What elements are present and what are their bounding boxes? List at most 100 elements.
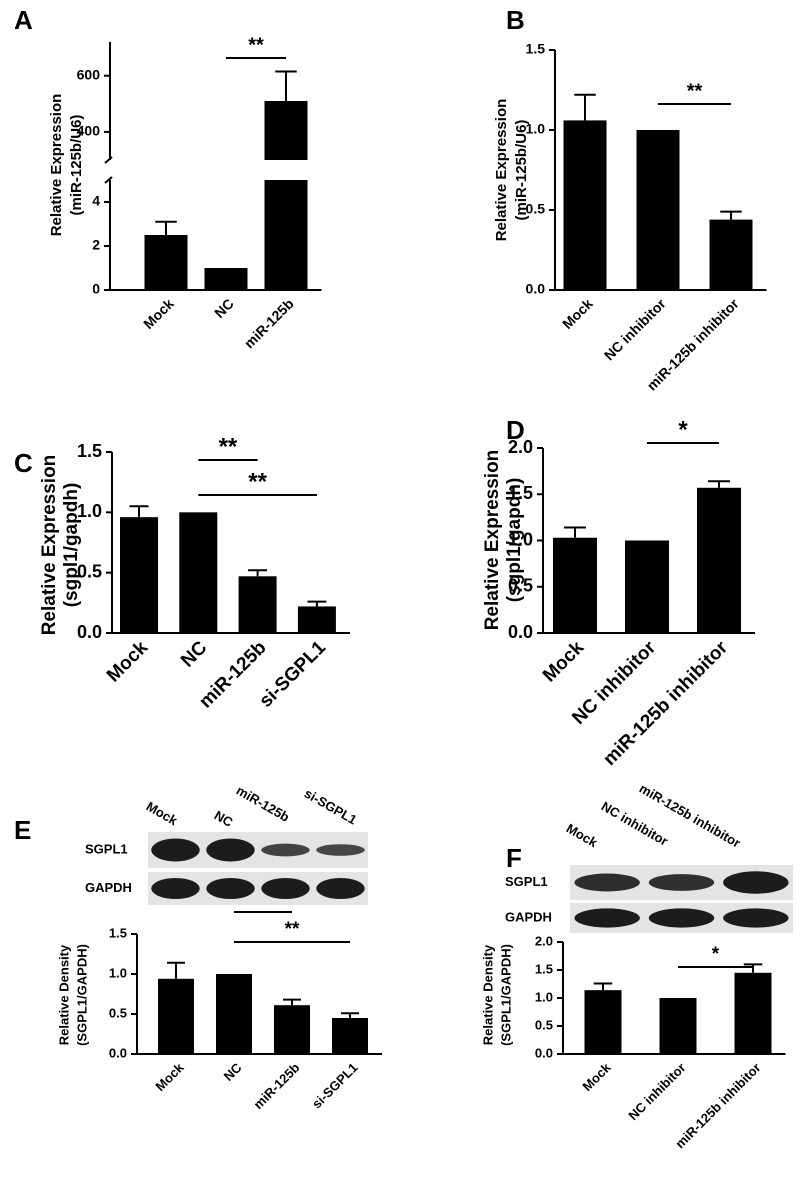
y-tick-label: 0.5: [109, 1005, 127, 1020]
blot-band: [574, 908, 640, 928]
significance-label: *: [678, 416, 688, 443]
x-tick-label: miR-125b inhibitor: [672, 1060, 763, 1151]
bar: [584, 990, 622, 1054]
bar: [158, 978, 194, 1054]
blot-band: [206, 838, 255, 862]
y-axis-label: Relative Expression: [48, 94, 65, 237]
y-axis-label: Relative Expression: [493, 99, 510, 242]
bar: [734, 972, 772, 1054]
bar: [264, 180, 308, 290]
blot-row-label: SGPL1: [85, 841, 128, 856]
y-axis-label: (SGPL1/GAPDH): [498, 944, 513, 1046]
blot-band: [151, 877, 200, 900]
y-tick-label: 1.0: [77, 501, 102, 521]
blot-band: [206, 877, 255, 900]
y-tick-label: 2: [92, 237, 100, 253]
blot-lane-label: Mock: [144, 799, 181, 829]
bar: [179, 512, 218, 633]
x-tick-label: NC: [211, 295, 237, 321]
bar: [297, 606, 336, 633]
x-tick-label: miR-125b inhibitor: [599, 637, 732, 770]
x-tick-label: si-SGPL1: [309, 1060, 360, 1111]
bar: [144, 235, 188, 290]
bar: [563, 120, 607, 291]
blot-band: [151, 838, 200, 862]
axis-break: [104, 156, 113, 164]
y-tick-label: 0.5: [535, 1017, 553, 1032]
x-tick-label: Mock: [103, 637, 152, 686]
x-tick-label: NC inhibitor: [625, 1060, 688, 1123]
x-tick-label: Mock: [539, 637, 588, 686]
blot-row-label: GAPDH: [505, 909, 552, 924]
blot-lane-label: Mock: [564, 821, 601, 851]
panel-letter: D: [506, 415, 525, 445]
y-tick-label: 0.5: [526, 201, 546, 217]
x-tick-label: Mock: [579, 1059, 614, 1094]
blot-row-label: GAPDH: [85, 880, 132, 895]
x-tick-label: Mock: [559, 295, 596, 332]
bar: [120, 517, 158, 633]
blot-lane-label: miR-125b: [234, 783, 292, 825]
panel-letter: C: [14, 448, 33, 478]
x-tick-label: miR-125b: [241, 295, 297, 351]
y-tick-label: 0.0: [535, 1045, 553, 1060]
y-axis-label: (miR-125b/U6): [513, 120, 530, 221]
axis-break: [104, 176, 113, 184]
bar: [264, 101, 308, 160]
y-tick-label: 0.5: [508, 576, 533, 596]
blot-band: [261, 843, 310, 857]
y-axis-label: Relative Expression: [482, 450, 503, 631]
y-axis-label: Relative Expression: [39, 455, 60, 636]
y-tick-label: 1.0: [526, 121, 546, 137]
bar: [625, 540, 669, 633]
blot-lane-label: si-SGPL1: [302, 786, 360, 828]
blot-band: [648, 908, 715, 928]
x-tick-label: miR-125b: [251, 1060, 303, 1112]
x-tick-label: NC inhibitor: [601, 295, 669, 363]
bar: [553, 537, 597, 633]
bar: [238, 576, 277, 633]
y-tick-label: 1.0: [109, 965, 127, 980]
y-tick-label: 0.0: [508, 622, 533, 642]
blot-band: [316, 877, 365, 900]
panel-letter: F: [506, 843, 522, 873]
panel-letter: B: [506, 5, 525, 35]
blot-band: [574, 873, 640, 892]
y-tick-label: 600: [77, 66, 101, 82]
significance-label: **: [285, 919, 300, 940]
panel-letter: A: [14, 5, 33, 35]
y-tick-label: 0.0: [77, 622, 102, 642]
blot-band: [316, 844, 365, 856]
bar: [274, 1005, 310, 1054]
blot-row-label: SGPL1: [505, 874, 548, 889]
blot-band: [723, 871, 789, 894]
y-tick-label: 1.0: [508, 529, 533, 549]
y-axis-label: Relative Density: [56, 944, 71, 1045]
y-tick-label: 0.0: [526, 281, 546, 297]
y-tick-label: 2.0: [535, 933, 553, 948]
bar: [216, 974, 252, 1054]
y-tick-label: 1.5: [526, 41, 546, 57]
x-tick-label: Mock: [152, 1059, 187, 1094]
x-tick-label: NC: [221, 1060, 245, 1084]
y-axis-label: (sgpl1/gapdh): [61, 483, 82, 608]
bar: [709, 219, 753, 290]
blot-lane-label: NC: [212, 808, 236, 831]
y-axis-label: (miR-125b/U6): [68, 115, 85, 216]
y-axis-label: (sgpl1/gapdh): [504, 478, 525, 603]
blot-band: [648, 874, 715, 891]
significance-label: **: [687, 80, 703, 102]
bar: [659, 998, 697, 1054]
y-tick-label: 1.5: [508, 483, 533, 503]
bar: [697, 487, 741, 633]
bar: [204, 268, 248, 290]
significance-label: *: [712, 944, 720, 965]
y-tick-label: 1.5: [535, 961, 553, 976]
y-tick-label: 0: [92, 281, 100, 297]
blot-band: [261, 877, 310, 900]
y-axis-label: Relative Density: [480, 944, 495, 1045]
bar: [332, 1018, 368, 1054]
y-tick-label: 1.5: [77, 441, 102, 461]
